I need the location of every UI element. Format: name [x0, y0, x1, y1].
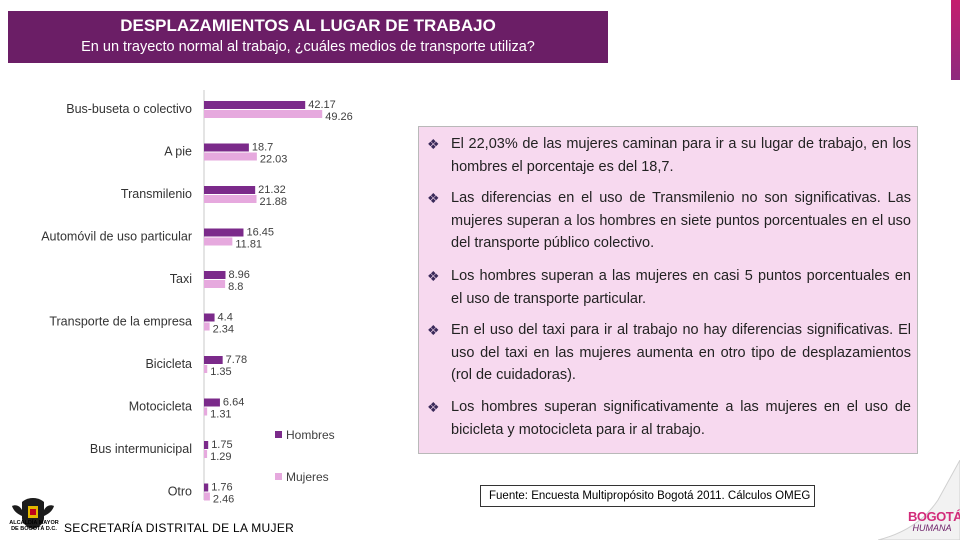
finding-item: ❖ Los hombres superan significativamente …: [427, 396, 911, 441]
bar-mujeres: [204, 110, 323, 118]
value-label-mujeres: 22.03: [260, 154, 288, 166]
chart-legend: Hombres Mujeres: [275, 428, 335, 484]
bar-hombres: [204, 398, 220, 407]
value-label-mujeres: 11.81: [235, 239, 262, 251]
value-label-hombres: 4.4: [218, 312, 233, 324]
value-label-hombres: 7.78: [226, 354, 247, 366]
bar-mujeres: [204, 492, 210, 501]
bar-mujeres: [204, 152, 257, 161]
bar-hombres: [204, 356, 223, 364]
diamond-bullet-icon: ❖: [427, 190, 440, 206]
value-label-hombres: 1.75: [211, 439, 232, 451]
bar-hombres: [204, 313, 215, 322]
bar-hombres: [204, 186, 256, 194]
bar-mujeres: [204, 407, 208, 416]
value-label-mujeres: 1.35: [210, 366, 231, 378]
alcaldia-logo-text: ALCALDÍA MAYOR DE BOGOTÁ D.C.: [9, 520, 59, 532]
finding-item: ❖ En el uso del taxi para ir al trabajo n…: [427, 319, 911, 387]
findings-panel: ❖ El 22,03% de las mujeres caminan para i…: [418, 126, 918, 454]
category-label: Bus intermunicipal: [90, 442, 192, 456]
bar-hombres: [204, 483, 209, 492]
finding-text: Los hombres superan significativamente a…: [451, 399, 911, 438]
category-label: Automóvil de uso particular: [41, 230, 192, 244]
value-label-mujeres: 49.26: [325, 111, 353, 123]
bar-hombres: [204, 228, 244, 237]
page-curl-decoration: [878, 460, 960, 540]
legend-label-hombres: Hombres: [286, 428, 335, 442]
bar-hombres: [204, 441, 209, 449]
finding-item: ❖ El 22,03% de las mujeres caminan para i…: [427, 133, 911, 178]
source-note: Fuente: Encuesta Multipropósito Bogotá 2…: [480, 485, 815, 507]
category-label: Taxi: [170, 272, 192, 286]
category-label: Otro: [168, 485, 192, 499]
diamond-bullet-icon: ❖: [427, 322, 440, 338]
value-label-hombres: 18.7: [252, 142, 273, 154]
diamond-bullet-icon: ❖: [427, 268, 440, 284]
legend-label-mujeres: Mujeres: [286, 470, 329, 484]
legend-swatch-hombres: [275, 431, 282, 438]
value-label-hombres: 1.76: [211, 482, 232, 494]
category-label: Transporte de la empresa: [49, 315, 192, 329]
title-bar: DESPLAZAMIENTOS AL LUGAR DE TRABAJO En u…: [8, 11, 608, 63]
bar-mujeres: [204, 322, 210, 331]
category-label: Bicicleta: [145, 357, 192, 371]
value-label-hombres: 16.45: [246, 227, 274, 239]
bogota-logo-line1: BOGOTÁ: [908, 509, 960, 524]
decorative-strip: [951, 0, 960, 80]
bar-mujeres: [204, 237, 233, 246]
finding-text: Las diferencias en el uso de Transmileni…: [451, 190, 911, 251]
value-label-mujeres: 1.29: [210, 451, 231, 463]
legend-swatch-mujeres: [275, 473, 282, 480]
finding-text: Los hombres superan a las mujeres en cas…: [451, 268, 911, 307]
value-label-mujeres: 8.8: [228, 281, 243, 293]
diamond-bullet-icon: ❖: [427, 136, 440, 152]
bar-mujeres: [204, 365, 208, 373]
value-label-hombres: 21.32: [258, 184, 286, 196]
finding-item: ❖ Las diferencias en el uso de Transmilen…: [427, 187, 911, 255]
diamond-bullet-icon: ❖: [427, 399, 440, 415]
finding-text: El 22,03% de las mujeres caminan para ir…: [451, 136, 911, 175]
value-label-hombres: 8.96: [229, 269, 250, 281]
value-label-hombres: 6.64: [223, 397, 244, 409]
value-label-mujeres: 2.34: [213, 324, 234, 336]
footer-organization: SECRETARÍA DISTRITAL DE LA MUJER: [64, 521, 295, 535]
category-label: A pie: [164, 145, 192, 159]
value-label-hombres: 42.17: [308, 99, 336, 111]
value-label-mujeres: 2.46: [213, 494, 234, 506]
bar-mujeres: [204, 450, 208, 458]
category-label: Motocicleta: [129, 400, 192, 414]
page-title: DESPLAZAMIENTOS AL LUGAR DE TRABAJO: [120, 16, 496, 35]
value-label-mujeres: 21.88: [260, 196, 288, 208]
bar-hombres: [204, 101, 306, 109]
bogota-logo-line2: HUMANA: [912, 523, 952, 533]
page-subtitle: En un trayecto normal al trabajo, ¿cuále…: [81, 39, 535, 55]
finding-text: En el uso del taxi para ir al trabajo no…: [451, 322, 911, 383]
bar-mujeres: [204, 280, 226, 288]
value-label-mujeres: 1.31: [210, 409, 231, 421]
bar-mujeres: [204, 195, 257, 203]
bar-hombres: [204, 143, 249, 152]
bogota-humana-logo: BOGOTÁ HUMANA: [908, 509, 960, 533]
bar-hombres: [204, 271, 226, 279]
category-label: Bus-buseta o colectivo: [66, 102, 192, 116]
category-label: Transmilenio: [121, 187, 192, 201]
finding-item: ❖ Los hombres superan a las mujeres en ca…: [427, 265, 911, 310]
alcaldia-crest-icon: [12, 498, 54, 529]
